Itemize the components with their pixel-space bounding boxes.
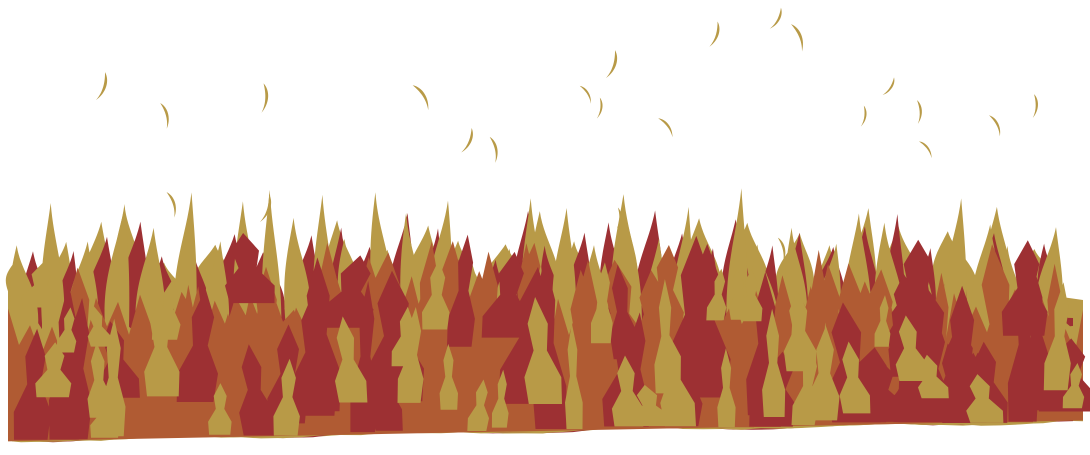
ember [412, 85, 429, 111]
ember [489, 136, 498, 163]
ember [917, 100, 922, 124]
ember [95, 72, 108, 101]
ember [1032, 94, 1038, 118]
ember [579, 85, 591, 104]
flame-wall [5, 188, 1090, 443]
ember [988, 115, 1001, 137]
ember [616, 207, 622, 229]
ember [166, 192, 176, 218]
ember [918, 141, 932, 159]
ember [160, 102, 169, 129]
flying-embers [95, 7, 1038, 263]
ember [709, 21, 720, 47]
ember [261, 83, 269, 113]
ember [790, 24, 803, 52]
ember [882, 77, 895, 96]
ember [596, 97, 603, 119]
ember [860, 105, 867, 127]
ember [658, 118, 673, 138]
ember [259, 194, 272, 223]
ember [777, 237, 786, 263]
ember [461, 127, 473, 153]
ember [769, 7, 782, 29]
ember [605, 50, 618, 79]
gold-highlight-layer [21, 260, 1085, 438]
